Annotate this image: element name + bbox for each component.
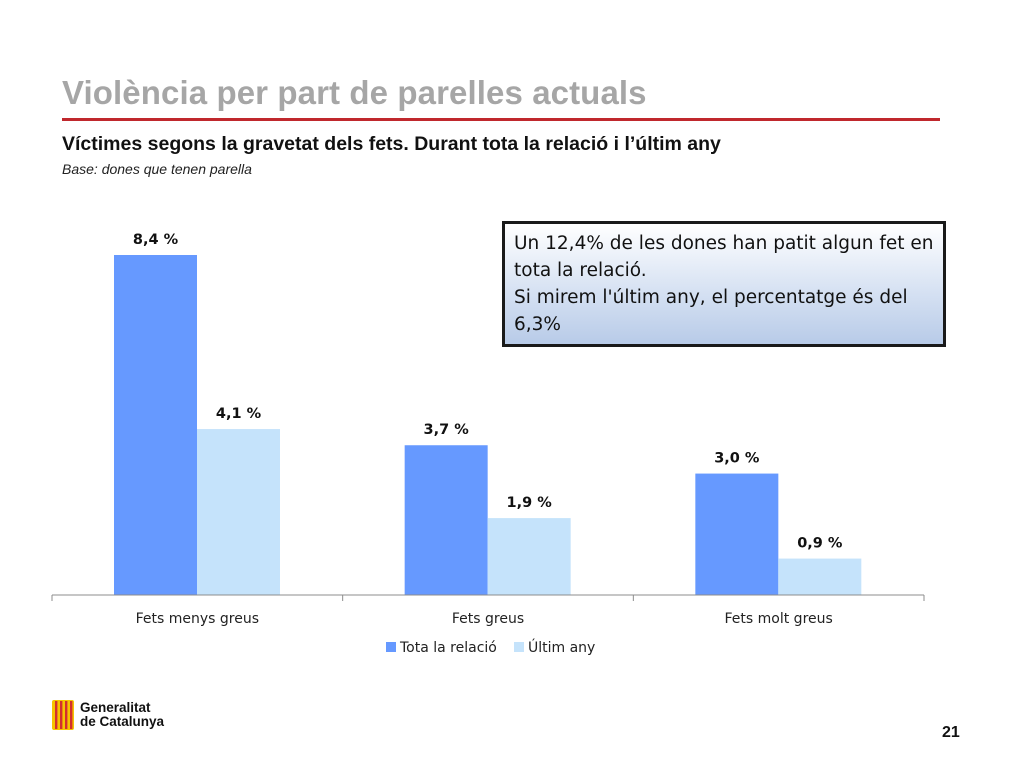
title-divider [62,118,940,121]
slide-title: Violència per part de parelles actuals [62,74,647,111]
logo-line-2: de Catalunya [80,714,165,729]
page-number: 21 [942,724,960,741]
legend-label: Últim any [528,638,595,656]
bar-ultim-any [197,429,280,595]
callout-box: Un 12,4% de les dones han patit algun fe… [502,221,946,347]
bar-chart: 8,4 % 4,1 % Fets menys greus 3,7 % 1,9 % Fets… [51,232,925,656]
callout-line: Un 12,4% de les dones han patit algun fe… [514,233,934,254]
logo-line-1: Generalitat [80,700,151,715]
bar-tota-relacio [114,255,197,595]
data-label: 8,4 % [133,232,179,248]
data-label: 0,9 % [797,536,843,552]
callout-line: 6,3% [514,314,561,335]
category-label: Fets molt greus [725,611,833,627]
callout-line: tota la relació. [514,260,647,281]
legend-swatch [386,642,396,652]
legend-label: Tota la relació [399,640,497,656]
generalitat-logo: Generalitat de Catalunya [52,700,164,730]
data-label: 1,9 % [507,495,553,511]
category-label: Fets greus [452,611,524,627]
senyera-icon [52,700,74,730]
legend-swatch [514,642,524,652]
bar-ultim-any [487,518,571,595]
data-label: 3,0 % [714,451,760,467]
callout-line: Si mirem l'últim any, el percentatge és … [514,287,908,308]
category-label: Fets menys greus [136,611,259,627]
data-label: 3,7 % [424,422,470,438]
bar-tota-relacio [404,445,488,595]
data-label: 4,1 % [216,406,262,422]
chart-subtitle: Víctimes segons la gravetat dels fets. D… [62,133,721,155]
bar-ultim-any [778,558,862,595]
bar-tota-relacio [695,473,779,595]
base-note: Base: dones que tenen parella [62,161,252,177]
